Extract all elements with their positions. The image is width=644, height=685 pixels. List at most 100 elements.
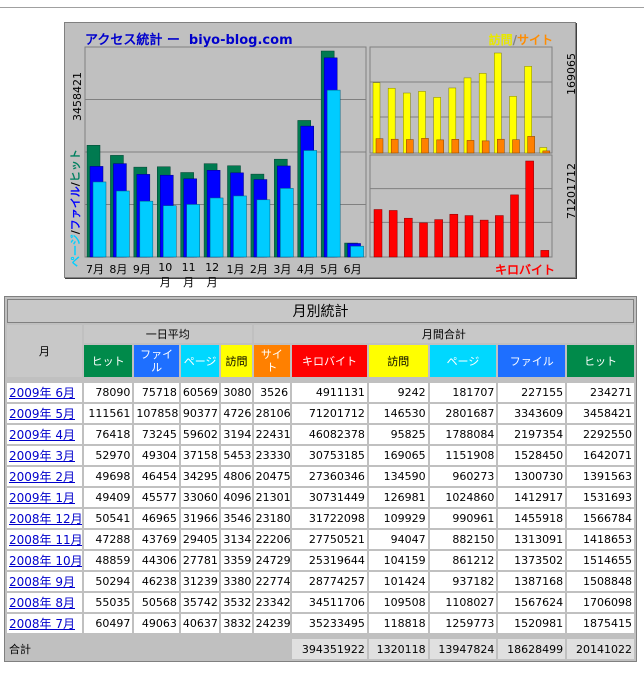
sites-bar bbox=[390, 138, 399, 154]
kb-bar bbox=[495, 215, 504, 258]
kb-bar bbox=[434, 219, 443, 258]
total-files-cell: 227155 bbox=[498, 383, 566, 402]
month-link[interactable]: 2008年 12月 bbox=[9, 512, 82, 526]
total-pages-cell: 1151908 bbox=[429, 446, 497, 465]
total-pages-cell: 1024860 bbox=[429, 488, 497, 507]
total-visits-cell: 95825 bbox=[368, 425, 428, 444]
month-link[interactable]: 2009年 4月 bbox=[9, 428, 75, 442]
month-link[interactable]: 2009年 3月 bbox=[9, 449, 75, 463]
daily-hits-cell: 111561 bbox=[83, 404, 133, 423]
total-kb-cell: 27750521 bbox=[292, 530, 367, 549]
total-blank bbox=[83, 639, 133, 659]
left-axis-max: 3458421 bbox=[71, 72, 84, 121]
total-hits: 20141022 bbox=[567, 639, 634, 659]
total-kb-cell: 30753185 bbox=[292, 446, 367, 465]
month-tick-label: 1月 bbox=[226, 263, 245, 276]
sites-bar bbox=[436, 139, 444, 154]
table-row: 2008年 8月 55035 50568 35742 3532 23342 34511706… bbox=[7, 593, 634, 612]
total-files-cell: 1313091 bbox=[498, 530, 566, 549]
total-files-cell: 1455918 bbox=[498, 509, 566, 528]
chart-canvas bbox=[84, 46, 553, 258]
monthly-total-header: 月間合計 bbox=[253, 325, 634, 343]
table-row: 2008年 12月 50541 46965 31966 3546 23180 3172209… bbox=[7, 509, 634, 528]
month-link[interactable]: 2008年 9月 bbox=[9, 575, 75, 589]
col-total-kb: キロバイト bbox=[292, 345, 367, 377]
visits-plot-area bbox=[369, 46, 553, 154]
month-link[interactable]: 2009年 6月 bbox=[9, 386, 75, 400]
col-daily-files: ファイル bbox=[134, 345, 179, 377]
month-link[interactable]: 2009年 5月 bbox=[9, 407, 75, 421]
daily-pages-cell: 33060 bbox=[180, 488, 220, 507]
table-row: 2009年 6月 78090 75718 60569 3080 3526 4911131 92… bbox=[7, 383, 634, 402]
month-link[interactable]: 2009年 1月 bbox=[9, 491, 75, 505]
daily-hits-cell: 49409 bbox=[83, 488, 133, 507]
sites-bar bbox=[542, 150, 551, 154]
total-pages-cell: 882150 bbox=[429, 530, 497, 549]
month-link[interactable]: 2008年 11月 bbox=[9, 533, 82, 547]
daily-pages-cell: 31239 bbox=[180, 572, 220, 591]
total-sites-cell: 22774 bbox=[253, 572, 291, 591]
total-visits-cell: 134590 bbox=[368, 467, 428, 486]
kb-bar bbox=[373, 209, 383, 258]
daily-pages-cell: 31966 bbox=[180, 509, 220, 528]
month-link[interactable]: 2008年 8月 bbox=[9, 596, 75, 610]
daily-hits-cell: 52970 bbox=[83, 446, 133, 465]
daily-files-cell: 45577 bbox=[134, 488, 179, 507]
legend-hits: ヒット bbox=[69, 149, 82, 183]
pages-bar bbox=[186, 204, 200, 258]
total-files-cell: 3343609 bbox=[498, 404, 566, 423]
total-hits-cell: 3458421 bbox=[567, 404, 634, 423]
daily-visits-cell: 3380 bbox=[221, 572, 252, 591]
month-tick-label: 9月 bbox=[132, 263, 151, 276]
col-daily-pages: ページ bbox=[180, 345, 220, 377]
month-cell: 2009年 2月 bbox=[7, 467, 82, 486]
top-divider bbox=[0, 7, 644, 8]
daily-files-cell: 75718 bbox=[134, 383, 179, 402]
daily-average-header: 一日平均 bbox=[83, 325, 252, 343]
month-tick-label: 2月 bbox=[249, 263, 268, 276]
total-pages-cell: 1108027 bbox=[429, 593, 497, 612]
total-hits-cell: 1642071 bbox=[567, 446, 634, 465]
total-files: 18628499 bbox=[498, 639, 566, 659]
total-sites-cell: 24729 bbox=[253, 551, 291, 570]
total-sites-cell: 22431 bbox=[253, 425, 291, 444]
visits-bar bbox=[494, 52, 502, 154]
month-tick-label: 4月 bbox=[296, 263, 315, 276]
total-hits-cell: 1566784 bbox=[567, 509, 634, 528]
daily-files-cell: 44306 bbox=[134, 551, 179, 570]
month-tick-label: 11月 bbox=[181, 261, 196, 289]
legend-visits: 訪問 bbox=[488, 33, 513, 47]
daily-visits-cell: 4806 bbox=[221, 467, 252, 486]
kb-bar bbox=[510, 194, 519, 258]
total-blank bbox=[180, 639, 220, 659]
month-link[interactable]: 2008年 7月 bbox=[9, 617, 75, 631]
total-pages-cell: 1259773 bbox=[429, 614, 497, 633]
total-kb-cell: 28774257 bbox=[292, 572, 367, 591]
pages-bar bbox=[139, 200, 154, 258]
total-kb: 394351922 bbox=[292, 639, 367, 659]
table-row: 2009年 2月 49698 46454 34295 4806 20475 27360346… bbox=[7, 467, 634, 486]
daily-hits-cell: 50541 bbox=[83, 509, 133, 528]
table-row: 2008年 7月 60497 49063 40637 3832 24239 35233495… bbox=[7, 614, 634, 633]
total-files-cell: 1387168 bbox=[498, 572, 566, 591]
daily-hits-cell: 78090 bbox=[83, 383, 133, 402]
pages-bar bbox=[256, 199, 271, 258]
total-visits-cell: 101424 bbox=[368, 572, 428, 591]
sites-bar bbox=[375, 138, 384, 154]
month-cell: 2009年 5月 bbox=[7, 404, 82, 423]
total-label: 合計 bbox=[7, 639, 82, 659]
kb-bar bbox=[388, 210, 398, 258]
total-pages-cell: 1788084 bbox=[429, 425, 497, 444]
month-tick-label: 3月 bbox=[273, 263, 292, 276]
month-cell: 2009年 6月 bbox=[7, 383, 82, 402]
pages-bar bbox=[326, 89, 341, 258]
daily-visits-cell: 4726 bbox=[221, 404, 252, 423]
daily-files-cell: 43769 bbox=[134, 530, 179, 549]
pages-bar bbox=[303, 150, 317, 258]
month-link[interactable]: 2008年 10月 bbox=[9, 554, 82, 568]
month-tick-label: 10月 bbox=[158, 261, 173, 289]
legend-sites: サイト bbox=[516, 33, 553, 47]
pages-bar bbox=[163, 205, 177, 258]
total-pages-cell: 960273 bbox=[429, 467, 497, 486]
month-link[interactable]: 2009年 2月 bbox=[9, 470, 75, 484]
